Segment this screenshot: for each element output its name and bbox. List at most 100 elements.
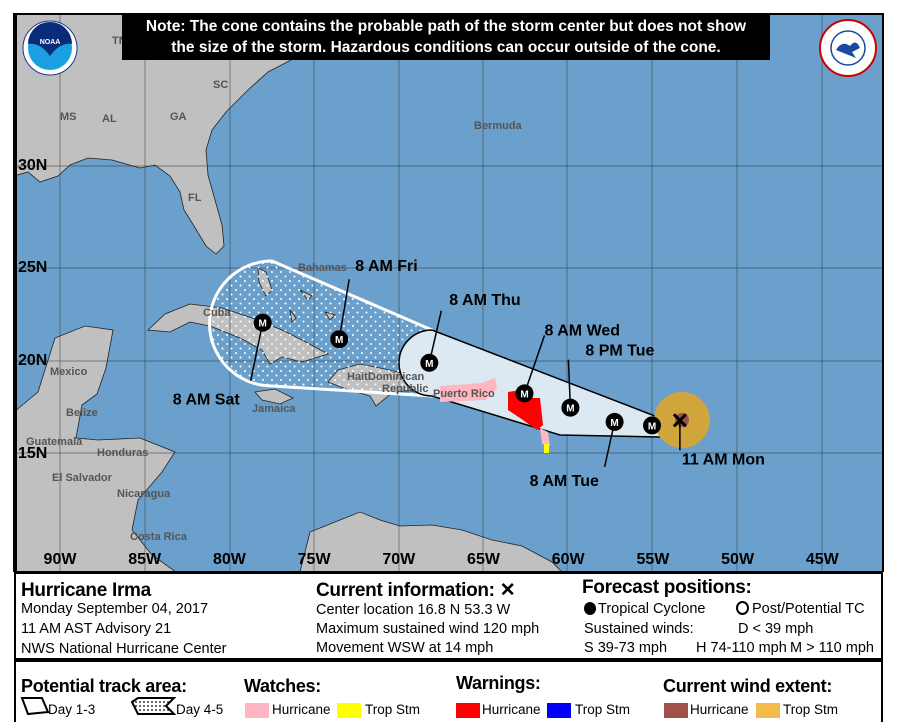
info-panel: Hurricane Irma Monday September 04, 2017… [14,572,883,660]
legend-panel: Potential track area: Day 1-3 Day 4-5 Wa… [14,660,883,722]
place-label: GA [170,111,187,123]
place-label: MS [60,111,77,123]
lat-label: 15N [18,445,47,462]
lat-label: 25N [18,259,47,276]
tropstorm-wind-label: Trop Stm [783,702,839,717]
advisory-number: 11 AM AST Advisory 21 [21,621,172,637]
place-label: Haiti [347,371,371,383]
center-location: Center location 16.8 N 53.3 W [316,602,511,618]
forecast-point [515,384,534,403]
current-time-label: 11 AM Mon [682,451,765,468]
forecast-point [561,398,580,417]
intensity-label: M [520,389,528,400]
cone-note: Note: The cone contains the probable pat… [122,14,770,60]
hurricane-warning-swatch [456,703,480,718]
hurricane-watch-area [440,378,550,446]
lat-label: 20N [18,352,47,369]
lon-label: 50W [721,551,755,568]
intensity-label: M [566,404,574,415]
place-label: Bermuda [474,120,523,132]
forecast-point [420,353,439,372]
place-label: Republic [382,383,428,395]
filled-circle-icon [584,602,596,615]
tropstorm-warning-label: Trop Stm [575,702,631,717]
forecast-time-label: 8 AM Wed [545,322,621,339]
leader-line [523,335,546,394]
intensity-label: M [335,335,343,346]
land-central-america [13,325,177,572]
forecast-point [605,412,624,431]
advisory-date: Monday September 04, 2017 [21,601,209,617]
intensity-label: M [259,319,267,330]
land-jamaica [254,388,294,405]
sustained-winds-label: Sustained winds: [584,621,694,637]
tropstorm-wind-swatch [756,703,780,718]
lat-label: 30N [18,157,47,174]
warnings-title: Warnings: [456,673,541,693]
x-icon: ✕ [499,580,516,601]
lon-label: 75W [298,551,332,568]
forecast-time-label: 8 AM Tue [530,473,599,490]
lon-label: 55W [636,551,670,568]
forecast-time-label: 8 AM Sat [173,392,241,409]
tropstorm-watch-label: Trop Stm [365,702,421,717]
place-label: Guatemala [26,436,83,448]
class-h: H 74-110 mph [696,640,787,656]
intensity-label: M [610,418,618,429]
leader-line [249,322,264,381]
place-label: Cuba [203,307,231,319]
post-potential-legend: Post/Potential TC [736,601,865,617]
lon-label: 85W [128,551,162,568]
tropstorm-watch-area [544,444,549,453]
place-label: FL [188,192,202,204]
class-s: S 39-73 mph [584,640,668,656]
tropstorm-watch-swatch [337,703,361,718]
place-label: Jamaica [252,403,296,415]
wind-extent-title: Current wind extent: [663,676,833,696]
hurricane-wind-swatch [664,703,688,718]
hurricane-watch-swatch [245,703,269,718]
tropical-cyclone-legend: Tropical Cyclone [584,601,705,617]
movement: Movement WSW at 14 mph [316,640,494,656]
forecast-map: M 8 AM Tue M 8 PM Tue M 8 AM Wed M 8 AM Thu M 8 A… [13,13,884,572]
lon-label: 60W [552,551,586,568]
open-circle-icon [736,601,749,615]
nws-logo [819,19,877,77]
hurricane-warning-label: Hurricane [482,702,541,717]
forecast-time-label: 8 AM Fri [355,258,418,275]
lon-label: 80W [213,551,247,568]
forecast-track: M 8 AM Tue M 8 PM Tue M 8 AM Wed M 8 AM Thu M 8 A… [173,258,765,490]
intensity-label: M [648,421,656,432]
place-label: Puerto Rico [433,388,495,400]
place-label: Belize [66,407,98,419]
forecast-time-label: 8 AM Thu [449,292,520,309]
forecast-title: Forecast positions: [582,577,752,598]
day45-cone-icon [130,697,176,715]
day13-cone-icon [20,697,50,716]
forecast-point [643,416,661,435]
intensity-label: M [425,359,433,370]
max-wind: Maximum sustained wind 120 mph [316,621,540,637]
lon-label: 45W [806,551,840,568]
lon-label: 70W [382,551,416,568]
lon-label: 90W [44,551,78,568]
place-label: SC [213,79,228,91]
leader-line [338,279,350,340]
tropstorm-warning-swatch [547,703,571,718]
noaa-logo: NOAA [22,20,78,76]
current-info-title: Current information: ✕ [316,580,516,601]
issuing-center: NWS National Hurricane Center [21,641,227,657]
track-area-title: Potential track area: [21,676,187,696]
place-label: Nicaragua [117,488,171,500]
place-label: Dominican [368,371,425,383]
hurricane-wind-label: Hurricane [690,702,749,717]
lon-label: 65W [467,551,501,568]
place-label: El Salvador [52,472,113,484]
place-label: AL [102,113,117,125]
land-usa [13,13,301,255]
day45-label: Day 4-5 [176,702,224,717]
hurricane-watch-label: Hurricane [272,702,331,717]
class-m: M > 110 mph [790,640,874,656]
place-label: Costa Rica [130,531,188,543]
forecast-point [330,330,349,349]
